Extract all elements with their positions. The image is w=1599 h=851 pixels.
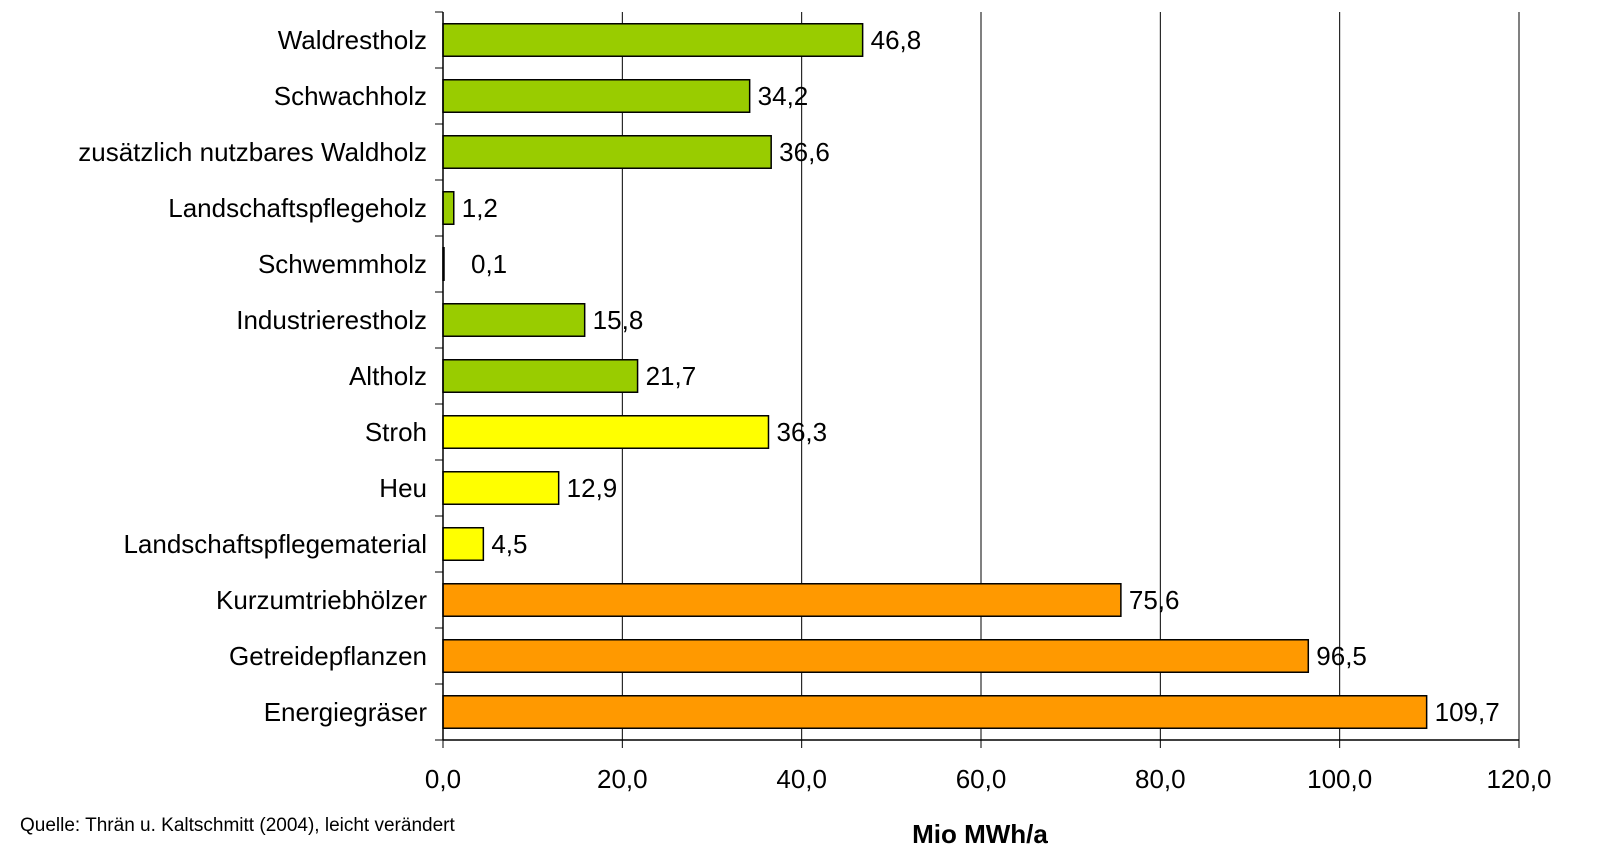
category-label: Industrierestholz	[236, 305, 427, 335]
x-tick-label: 40,0	[776, 764, 827, 794]
axes	[435, 11, 1520, 748]
category-label: Kurzumtriebhölzer	[216, 585, 427, 615]
x-tick-label: 0,0	[425, 764, 461, 794]
value-label: 15,8	[593, 305, 644, 335]
value-label: 109,7	[1435, 697, 1500, 727]
bar	[442, 471, 560, 505]
value-label: 4,5	[491, 529, 527, 559]
bar	[442, 303, 586, 337]
bar	[442, 23, 864, 57]
category-label: Landschaftspflegematerial	[123, 529, 427, 559]
x-tick-label: 60,0	[956, 764, 1007, 794]
category-label: Stroh	[365, 417, 427, 447]
category-label: Energiegräser	[264, 697, 428, 727]
category-label: Altholz	[349, 361, 427, 391]
value-label: 36,3	[776, 417, 827, 447]
value-label: 12,9	[567, 473, 618, 503]
value-label: 21,7	[646, 361, 697, 391]
x-tick-label: 120,0	[1486, 764, 1551, 794]
bar	[442, 639, 1310, 673]
value-label: 75,6	[1129, 585, 1180, 615]
bar	[442, 695, 1428, 729]
bar	[442, 191, 455, 225]
x-axis-title: Mio MWh/a	[912, 819, 1048, 849]
bar	[442, 359, 639, 393]
value-label: 46,8	[871, 25, 922, 55]
bar	[442, 135, 772, 169]
category-label: Schwemmholz	[258, 249, 427, 279]
value-label: 1,2	[462, 193, 498, 223]
value-label: 0,1	[471, 249, 507, 279]
bar	[442, 79, 751, 113]
value-label: 34,2	[758, 81, 809, 111]
x-tick-label: 20,0	[597, 764, 648, 794]
category-label: zusätzlich nutzbares Waldholz	[78, 137, 427, 167]
bar	[442, 527, 485, 561]
bars	[442, 23, 1428, 729]
category-label: Getreidepflanzen	[229, 641, 427, 671]
value-labels: 46,8 34,2 36,6 1,2 0,1 15,821,7 36,3 12,9 4,5 75,…	[462, 25, 1500, 727]
category-label: Waldrestholz	[278, 25, 427, 55]
value-label: 96,5	[1316, 641, 1367, 671]
bar	[442, 583, 1122, 617]
x-tick-label: 100,0	[1307, 764, 1372, 794]
gridlines	[621, 12, 1520, 740]
source-note: Quelle: Thrän u. Kaltschmitt (2004), lei…	[20, 815, 455, 836]
category-label: Schwachholz	[274, 81, 427, 111]
value-label: 36,6	[779, 137, 830, 167]
x-tick-label: 80,0	[1135, 764, 1186, 794]
category-labels: Waldrestholz Schwachholz zusätzlich nutzba…	[78, 25, 427, 727]
category-label: Landschaftspflegeholz	[168, 193, 427, 223]
category-label: Heu	[379, 473, 427, 503]
x-tick-labels: 0,0 20,0 40,0 60,0 80,0 100,0 120,0	[425, 764, 1552, 794]
bar	[442, 415, 770, 449]
